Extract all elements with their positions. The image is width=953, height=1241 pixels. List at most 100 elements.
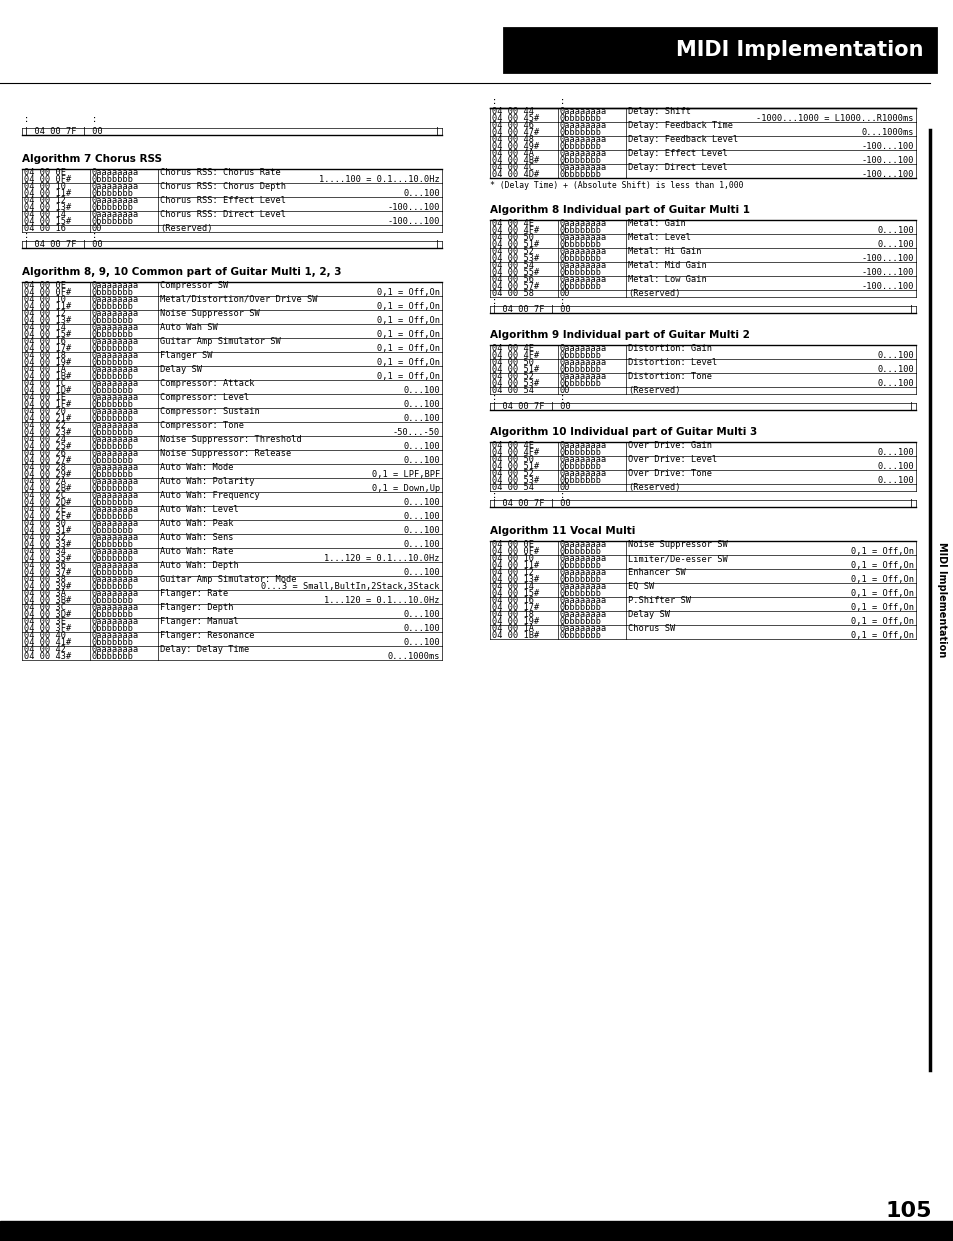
Text: | 04 00 7F | 00: | 04 00 7F | 00	[24, 240, 103, 249]
Text: 04 00 53#: 04 00 53#	[492, 477, 538, 485]
Text: :: :	[559, 297, 565, 305]
Text: Chorus RSS: Direct Level: Chorus RSS: Direct Level	[160, 210, 286, 218]
Text: 0aaaaaaaa: 0aaaaaaaa	[91, 463, 139, 472]
Text: 04 00 19#: 04 00 19#	[24, 357, 71, 367]
Text: Chorus RSS: Effect Level: Chorus RSS: Effect Level	[160, 196, 286, 205]
Text: 0bbbbbbb: 0bbbbbbb	[559, 141, 601, 151]
Text: -100...100: -100...100	[387, 217, 439, 226]
Text: 0aaaaaaaa: 0aaaaaaaa	[91, 603, 139, 612]
Text: 04 00 25#: 04 00 25#	[24, 442, 71, 450]
Text: 04 00 4E: 04 00 4E	[492, 218, 534, 228]
Text: 04 00 16: 04 00 16	[24, 223, 66, 233]
Text: MIDI Implementation: MIDI Implementation	[936, 542, 946, 658]
Text: 0bbbbbbb: 0bbbbbbb	[559, 630, 601, 640]
Text: 0bbbbbbb: 0bbbbbbb	[91, 357, 133, 367]
Text: 0aaaaaaaa: 0aaaaaaaa	[559, 276, 607, 284]
Text: 0...100: 0...100	[403, 414, 439, 423]
Text: Auto Wah: Peak: Auto Wah: Peak	[160, 519, 233, 527]
Text: 0...100: 0...100	[877, 365, 913, 374]
Text: 04 00 0E: 04 00 0E	[492, 540, 534, 549]
Text: Algorithm 10 Individual part of Guitar Multi 3: Algorithm 10 Individual part of Guitar M…	[490, 427, 757, 437]
Text: (Reserved): (Reserved)	[627, 289, 679, 298]
Text: 04 00 2D#: 04 00 2D#	[24, 498, 71, 508]
Text: Delay SW: Delay SW	[160, 365, 202, 374]
Text: Guitar Amp Simulator SW: Guitar Amp Simulator SW	[160, 338, 280, 346]
Text: 0aaaaaaaa: 0aaaaaaaa	[559, 122, 607, 130]
Text: 0bbbbbbb: 0bbbbbbb	[91, 217, 133, 226]
Text: 0...1000ms: 0...1000ms	[861, 128, 913, 137]
Text: 0...100: 0...100	[403, 540, 439, 549]
Text: 0bbbbbbb: 0bbbbbbb	[91, 638, 133, 647]
Text: 04 00 0F#: 04 00 0F#	[492, 547, 538, 556]
Text: Distortion: Tone: Distortion: Tone	[627, 372, 711, 381]
Text: | 04 00 7F | 00: | 04 00 7F | 00	[24, 127, 103, 137]
Text: :: :	[492, 297, 497, 305]
Text: Compressor: Attack: Compressor: Attack	[160, 379, 254, 388]
Text: 04 00 1C: 04 00 1C	[24, 379, 66, 388]
Text: 0...100: 0...100	[877, 351, 913, 360]
Text: Algorithm 8 Individual part of Guitar Multi 1: Algorithm 8 Individual part of Guitar Mu…	[490, 205, 749, 215]
Text: Algorithm 7 Chorus RSS: Algorithm 7 Chorus RSS	[22, 154, 162, 164]
Text: 0...100: 0...100	[877, 379, 913, 388]
Text: 0...100: 0...100	[403, 498, 439, 508]
Text: 0aaaaaaaa: 0aaaaaaaa	[91, 351, 139, 360]
Text: 0...100: 0...100	[877, 448, 913, 457]
Text: Metal: Hi Gain: Metal: Hi Gain	[627, 247, 700, 256]
Text: * (Delay Time) + (Absolute Shift) is less than 1,000: * (Delay Time) + (Absolute Shift) is les…	[490, 181, 742, 191]
Text: 04 00 47#: 04 00 47#	[492, 128, 538, 137]
Text: 0aaaaaaaa: 0aaaaaaaa	[91, 168, 139, 177]
Text: 0bbbbbbb: 0bbbbbbb	[91, 455, 133, 465]
Text: Delay: Feedback Level: Delay: Feedback Level	[627, 135, 738, 144]
Text: 0aaaaaaaa: 0aaaaaaaa	[91, 436, 139, 444]
Text: 04 00 1B#: 04 00 1B#	[492, 630, 538, 640]
Text: 04 00 52: 04 00 52	[492, 469, 534, 478]
Text: 04 00 42: 04 00 42	[24, 645, 66, 654]
Text: 0aaaaaaaa: 0aaaaaaaa	[559, 624, 607, 633]
Text: 04 00 2B#: 04 00 2B#	[24, 484, 71, 493]
Text: 04 00 50: 04 00 50	[492, 357, 534, 367]
Text: 04 00 17#: 04 00 17#	[24, 344, 71, 352]
Text: | 04 00 7F | 00: | 04 00 7F | 00	[492, 305, 570, 314]
Text: 0bbbbbbb: 0bbbbbbb	[559, 226, 601, 235]
Text: 0...100: 0...100	[403, 611, 439, 619]
Text: -100...100: -100...100	[387, 204, 439, 212]
Text: 0bbbbbbb: 0bbbbbbb	[559, 365, 601, 374]
Text: Algorithm 8, 9, 10 Common part of Guitar Multi 1, 2, 3: Algorithm 8, 9, 10 Common part of Guitar…	[22, 267, 341, 277]
Text: 04 00 14: 04 00 14	[24, 323, 66, 333]
Text: 04 00 0F#: 04 00 0F#	[24, 175, 71, 184]
Text: 04 00 24: 04 00 24	[24, 436, 66, 444]
Text: (Reserved): (Reserved)	[627, 386, 679, 395]
Text: 1...120 = 0.1...10.0Hz: 1...120 = 0.1...10.0Hz	[324, 596, 439, 606]
Text: Chorus RSS: Chorus Rate: Chorus RSS: Chorus Rate	[160, 168, 280, 177]
Text: :: :	[559, 393, 565, 402]
Text: Limiter/De-esser SW: Limiter/De-esser SW	[627, 553, 727, 563]
Text: 0aaaaaaaa: 0aaaaaaaa	[559, 149, 607, 158]
Text: 04 00 18: 04 00 18	[24, 351, 66, 360]
Text: :: :	[492, 98, 497, 107]
Text: 04 00 27#: 04 00 27#	[24, 455, 71, 465]
Text: 04 00 22: 04 00 22	[24, 421, 66, 429]
Text: Auto Wah: Polarity: Auto Wah: Polarity	[160, 477, 254, 486]
Text: 04 00 4D#: 04 00 4D#	[492, 170, 538, 179]
Text: 0aaaaaaaa: 0aaaaaaaa	[559, 540, 607, 549]
Text: :: :	[492, 490, 497, 499]
Text: 0...100: 0...100	[877, 240, 913, 249]
Text: 04 00 1D#: 04 00 1D#	[24, 386, 71, 395]
Text: 0...100: 0...100	[403, 513, 439, 521]
Text: 04 00 32: 04 00 32	[24, 532, 66, 542]
Text: Compressor: Sustain: Compressor: Sustain	[160, 407, 259, 416]
Text: 0aaaaaaaa: 0aaaaaaaa	[91, 309, 139, 318]
Text: 0aaaaaaaa: 0aaaaaaaa	[91, 407, 139, 416]
Text: -100...100: -100...100	[861, 254, 913, 263]
Text: 0aaaaaaaa: 0aaaaaaaa	[91, 519, 139, 527]
Text: Distortion: Level: Distortion: Level	[627, 357, 717, 367]
Text: 0bbbbbbb: 0bbbbbbb	[559, 589, 601, 598]
Text: Flanger SW: Flanger SW	[160, 351, 213, 360]
Text: 04 00 57#: 04 00 57#	[492, 282, 538, 290]
Text: 04 00 13#: 04 00 13#	[24, 204, 71, 212]
Text: 04 00 4F#: 04 00 4F#	[492, 448, 538, 457]
Text: Auto Wah SW: Auto Wah SW	[160, 323, 217, 333]
Text: 0,1 = Off,On: 0,1 = Off,On	[376, 302, 439, 311]
Text: |: |	[435, 127, 439, 137]
Text: 0aaaaaaaa: 0aaaaaaaa	[559, 568, 607, 577]
